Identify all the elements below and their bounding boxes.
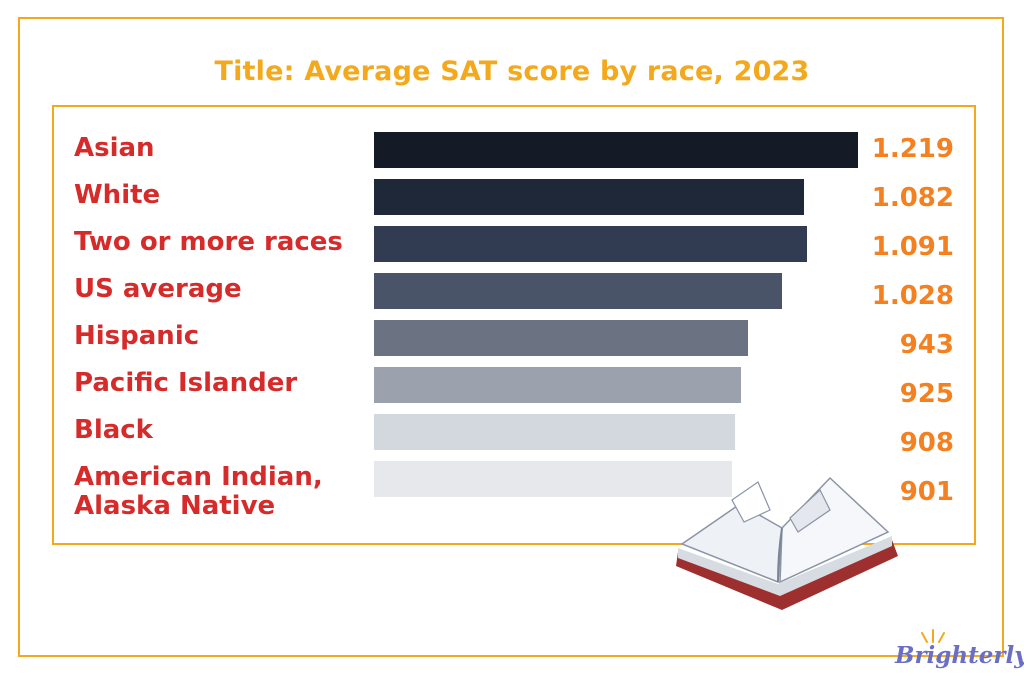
value-label: 943 [899,330,954,360]
category-label: Two or more races [74,227,343,257]
value-label: 908 [899,428,954,458]
bar [374,320,748,356]
bar [374,226,807,262]
chart-title: Title: Average SAT score by race, 2023 [214,56,810,87]
bar [374,367,741,403]
bar [374,461,732,497]
open-book-icon [676,476,898,610]
chart-frame [52,105,976,545]
category-label: Asian [74,133,155,163]
bar [374,414,735,450]
bar [374,273,782,309]
brand-logo: Brighterly [895,628,1024,673]
value-label: 1.028 [871,281,954,311]
category-label: American Indian, Alaska Native [74,462,323,521]
value-label: 925 [899,379,954,409]
value-label: 1.082 [871,183,954,213]
value-label: 1.219 [871,134,954,164]
category-label: White [74,180,161,210]
sun-rays-icon [921,629,945,643]
category-label: Black [74,415,153,445]
bar [374,179,804,215]
category-label: Hispanic [74,321,200,351]
value-label: 1.091 [871,232,954,262]
bar [374,132,858,168]
category-label: Pacific Islander [74,368,298,398]
category-label: US average [74,274,242,304]
value-label: 901 [899,477,954,507]
outer-frame [18,17,1004,657]
brand-name: Brighterly [895,642,1024,669]
